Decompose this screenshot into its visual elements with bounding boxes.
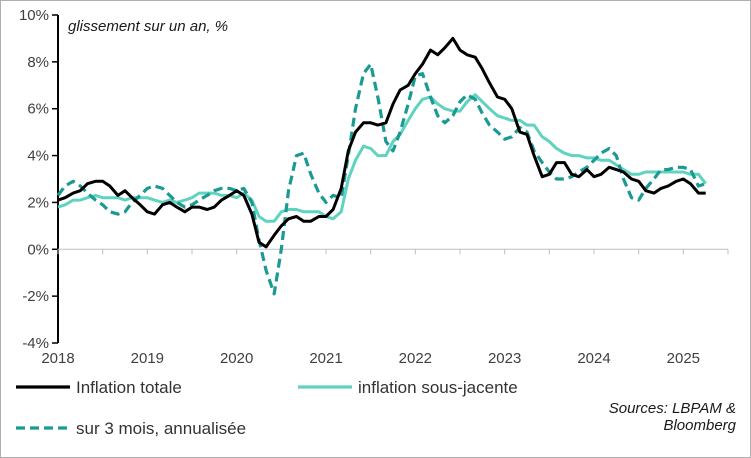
y-tick-label: 10% <box>19 7 49 24</box>
series-line-2 <box>56 62 707 296</box>
y-tick-label: 4% <box>27 148 49 165</box>
x-tick-label: 2021 <box>309 350 342 367</box>
axes: -4% -2% 0% 2% 4% 6% 8% 10% 2018 2019 2020 2021 2022 2… <box>19 7 729 367</box>
y-tick-label: 0% <box>27 241 49 258</box>
y-tick-label: 6% <box>27 101 49 118</box>
legend: Inflation totale inflation sous-jacente su… <box>16 378 518 438</box>
legend-label-0: Inflation totale <box>76 378 182 397</box>
y-tick-label: 8% <box>27 54 49 71</box>
x-tick-label: 2018 <box>41 350 74 367</box>
legend-label-2: sur 3 mois, annualisée <box>76 419 246 438</box>
x-tick-label: 2025 <box>667 350 700 367</box>
source-line-2: Bloomberg <box>663 417 736 434</box>
x-tick-label: 2024 <box>577 350 610 367</box>
y-tick-label: 2% <box>27 194 49 211</box>
series-line-1 <box>57 93 707 223</box>
y-tick-label: -2% <box>22 288 49 305</box>
chart-subtitle: glissement sur un an, % <box>68 18 228 35</box>
series-lines <box>56 36 707 296</box>
x-tick-label: 2022 <box>399 350 432 367</box>
x-tick-label: 2019 <box>131 350 164 367</box>
series-line-0 <box>57 36 706 249</box>
x-tick-label: 2020 <box>220 350 253 367</box>
legend-label-1: inflation sous-jacente <box>358 378 518 397</box>
source-line-1: Sources: LBPAM & <box>609 400 736 417</box>
y-tick-label: -4% <box>22 335 49 352</box>
x-tick-label: 2023 <box>488 350 521 367</box>
